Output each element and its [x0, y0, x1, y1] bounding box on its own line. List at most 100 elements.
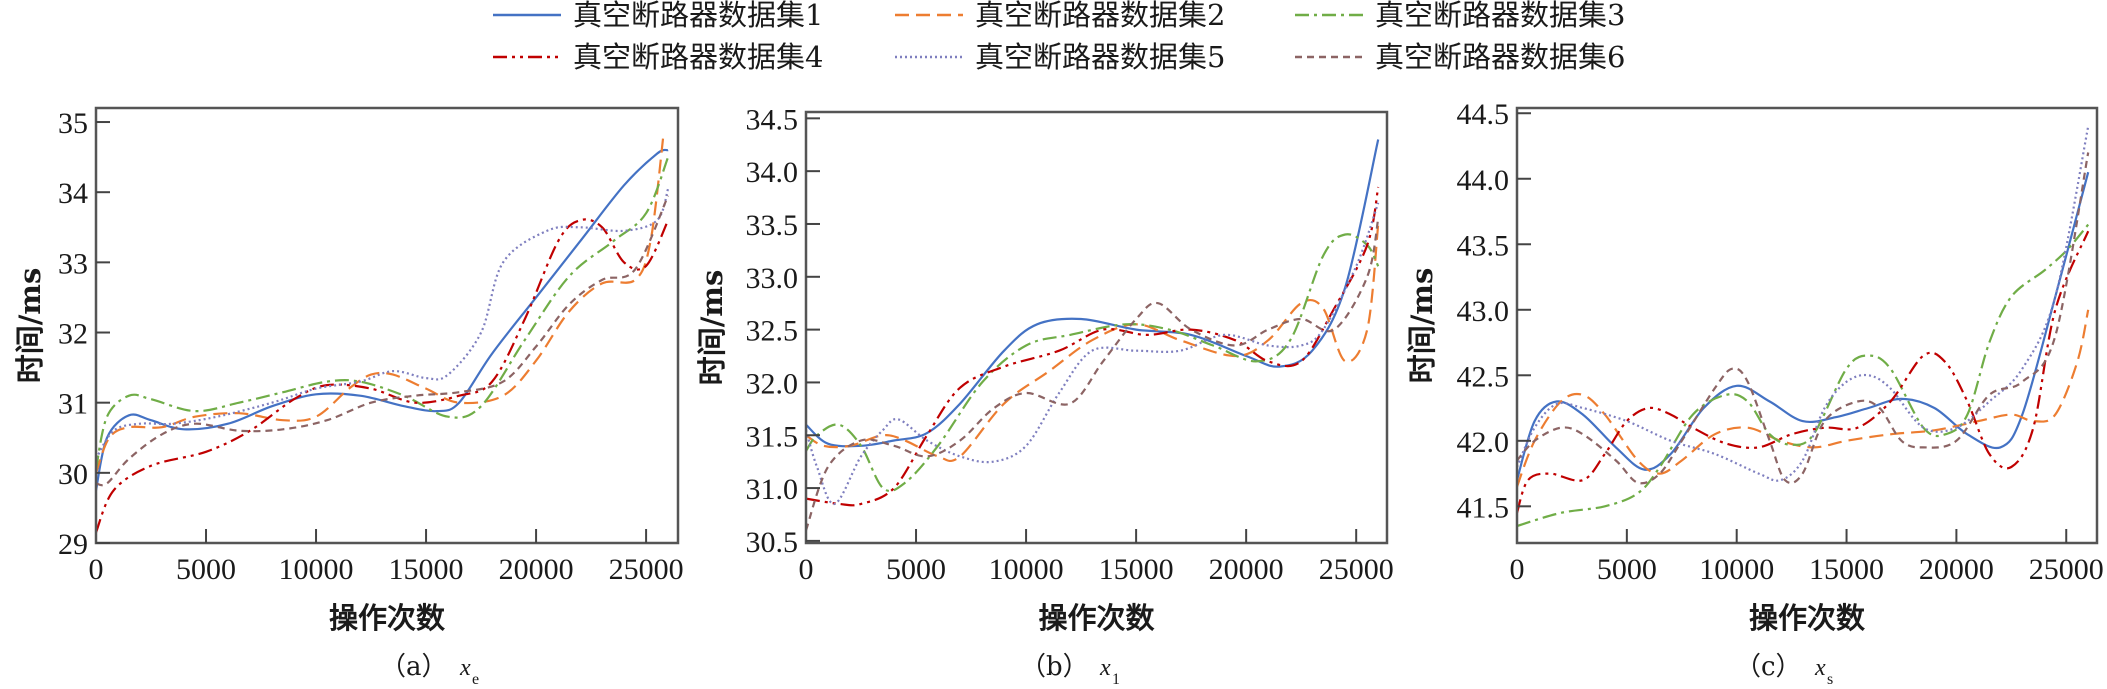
series-line-3 — [1517, 223, 2090, 528]
plot-area — [96, 132, 670, 533]
caption-variable: x — [459, 655, 471, 681]
series-line-5 — [96, 188, 670, 460]
y-tick-label: 31.0 — [746, 473, 799, 506]
caption-subscript: e — [472, 671, 479, 688]
series-line-3 — [806, 233, 1380, 493]
panel-a: 0 5000 10000 15000 20000 25000 29 30 31 32 33 34 35 时… — [13, 106, 684, 688]
x-tick-label: 15000 — [389, 553, 464, 586]
series-line-2 — [1517, 309, 2090, 488]
panel-b: 0 5000 10000 15000 20000 25000 30.5 31.0 31.5 32.… — [695, 103, 1394, 688]
y-tick-label: 32.5 — [746, 315, 799, 348]
legend-item-5: 真空断路器数据集5 — [895, 40, 1225, 74]
y-tick-label: 30.5 — [746, 526, 799, 559]
series-line-6 — [1517, 152, 2090, 485]
y-tick-label: 42.0 — [1457, 426, 1510, 459]
x-tick-label: 5000 — [1597, 553, 1657, 586]
x-tick-label: 25000 — [609, 553, 684, 586]
plot-frame — [804, 110, 1389, 545]
y-tick-label: 34.0 — [746, 156, 799, 189]
x-tick-label: 20000 — [1919, 553, 1994, 586]
x-axis-label: 操作次数 — [329, 601, 446, 635]
series-line-1 — [1517, 171, 2090, 481]
plot-frame — [94, 106, 680, 545]
series-line-1 — [806, 139, 1380, 448]
legend-item-6: 真空断路器数据集6 — [1295, 40, 1625, 74]
y-tick-label: 35 — [58, 107, 88, 140]
y-tick-label: 29 — [58, 528, 88, 561]
x-tick-label: 20000 — [499, 553, 574, 586]
x-tick-label: 0 — [799, 553, 814, 586]
x-tick-label: 25000 — [1319, 553, 1394, 586]
y-tick-label: 32 — [58, 318, 88, 351]
y-axis-label: 时间/ms — [695, 270, 729, 386]
x-tick-label: 25000 — [2029, 553, 2104, 586]
x-tick-label: 15000 — [1809, 553, 1884, 586]
panel-caption: （c） x s — [1735, 652, 1833, 688]
x-tick-label: 0 — [1510, 553, 1525, 586]
caption-subscript: 1 — [1112, 671, 1120, 688]
series-line-2 — [96, 132, 665, 474]
x-tick-label: 10000 — [279, 553, 354, 586]
y-tick-label: 44.0 — [1457, 164, 1510, 197]
y-tick-label: 31.5 — [746, 420, 799, 453]
y-tick-label: 31 — [58, 388, 88, 421]
x-tick-label: 10000 — [989, 553, 1064, 586]
x-tick-label: 5000 — [176, 553, 236, 586]
y-axis-label: 时间/ms — [13, 268, 47, 384]
legend-label: 真空断路器数据集5 — [975, 40, 1225, 74]
plot-area — [806, 139, 1380, 531]
panel-caption: （b） x 1 — [1020, 652, 1120, 688]
x-tick-label: 20000 — [1209, 553, 1284, 586]
y-tick-label: 43.0 — [1457, 295, 1510, 328]
y-tick-label: 44.5 — [1457, 98, 1510, 131]
y-tick-label: 43.5 — [1457, 229, 1510, 262]
x-tick-label: 15000 — [1099, 553, 1174, 586]
x-tick-label: 10000 — [1699, 553, 1774, 586]
panel-c: 0 5000 10000 15000 20000 25000 41.5 42.0 42.5 43.… — [1405, 98, 2104, 688]
x-axis-label: 操作次数 — [1749, 601, 1866, 635]
caption-variable: x — [1099, 655, 1111, 681]
legend-label: 真空断路器数据集6 — [1375, 40, 1625, 74]
y-tick-label: 34.5 — [746, 103, 799, 136]
panel-caption: （a） x e — [380, 652, 479, 688]
legend-item-2: 真空断路器数据集2 — [895, 0, 1225, 32]
y-tick-label: 33.0 — [746, 262, 799, 295]
legend-item-4: 真空断路器数据集4 — [493, 40, 823, 74]
caption-letter: （b） — [1020, 652, 1089, 682]
caption-subscript: s — [1827, 671, 1833, 688]
y-tick-label: 41.5 — [1457, 491, 1510, 524]
legend-label: 真空断路器数据集1 — [573, 0, 823, 32]
legend-label: 真空断路器数据集2 — [975, 0, 1225, 32]
series-line-5 — [1517, 126, 2090, 482]
caption-variable: x — [1814, 655, 1826, 681]
y-tick-label: 32.0 — [746, 367, 799, 400]
caption-letter: （a） — [380, 652, 448, 682]
series-line-6 — [806, 218, 1380, 531]
series-line-1 — [96, 148, 669, 491]
y-tick-label: 30 — [58, 458, 88, 491]
plot-area — [1517, 126, 2090, 528]
series-line-5 — [806, 202, 1380, 505]
y-tick-label: 33 — [58, 247, 88, 280]
series-line-4 — [96, 218, 670, 533]
legend: 真空断路器数据集1 真空断路器数据集2 真空断路器数据集3 真空断路器数据集4 真空断路… — [493, 0, 1625, 74]
legend-item-3: 真空断路器数据集3 — [1295, 0, 1625, 32]
x-tick-label: 0 — [89, 553, 104, 586]
plot-frame — [1515, 106, 2099, 545]
legend-label: 真空断路器数据集4 — [573, 40, 823, 74]
x-tick-label: 5000 — [886, 553, 946, 586]
series-line-6 — [96, 195, 670, 487]
caption-letter: （c） — [1735, 652, 1802, 682]
legend-item-1: 真空断路器数据集1 — [493, 0, 823, 32]
series-line-4 — [806, 186, 1380, 507]
y-tick-label: 33.5 — [746, 209, 799, 242]
y-tick-label: 34 — [58, 177, 88, 210]
series-line-2 — [806, 223, 1380, 463]
x-axis-label: 操作次数 — [1038, 601, 1155, 635]
y-tick-label: 42.5 — [1457, 360, 1510, 393]
series-line-3 — [96, 156, 670, 470]
legend-label: 真空断路器数据集3 — [1375, 0, 1625, 32]
series-line-4 — [1517, 230, 2090, 514]
y-axis-label: 时间/ms — [1405, 268, 1439, 384]
